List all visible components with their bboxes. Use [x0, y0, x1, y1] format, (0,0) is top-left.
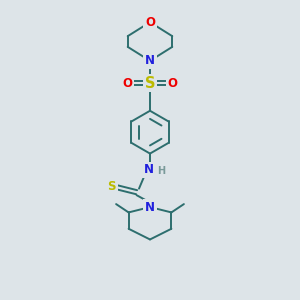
Text: S: S [107, 180, 116, 193]
Text: N: N [145, 201, 155, 214]
Text: S: S [145, 76, 155, 91]
Text: H: H [157, 167, 165, 176]
Text: N: N [143, 164, 154, 176]
Text: O: O [123, 76, 133, 90]
Text: N: N [145, 54, 155, 67]
Text: O: O [167, 76, 177, 90]
Text: O: O [145, 16, 155, 29]
